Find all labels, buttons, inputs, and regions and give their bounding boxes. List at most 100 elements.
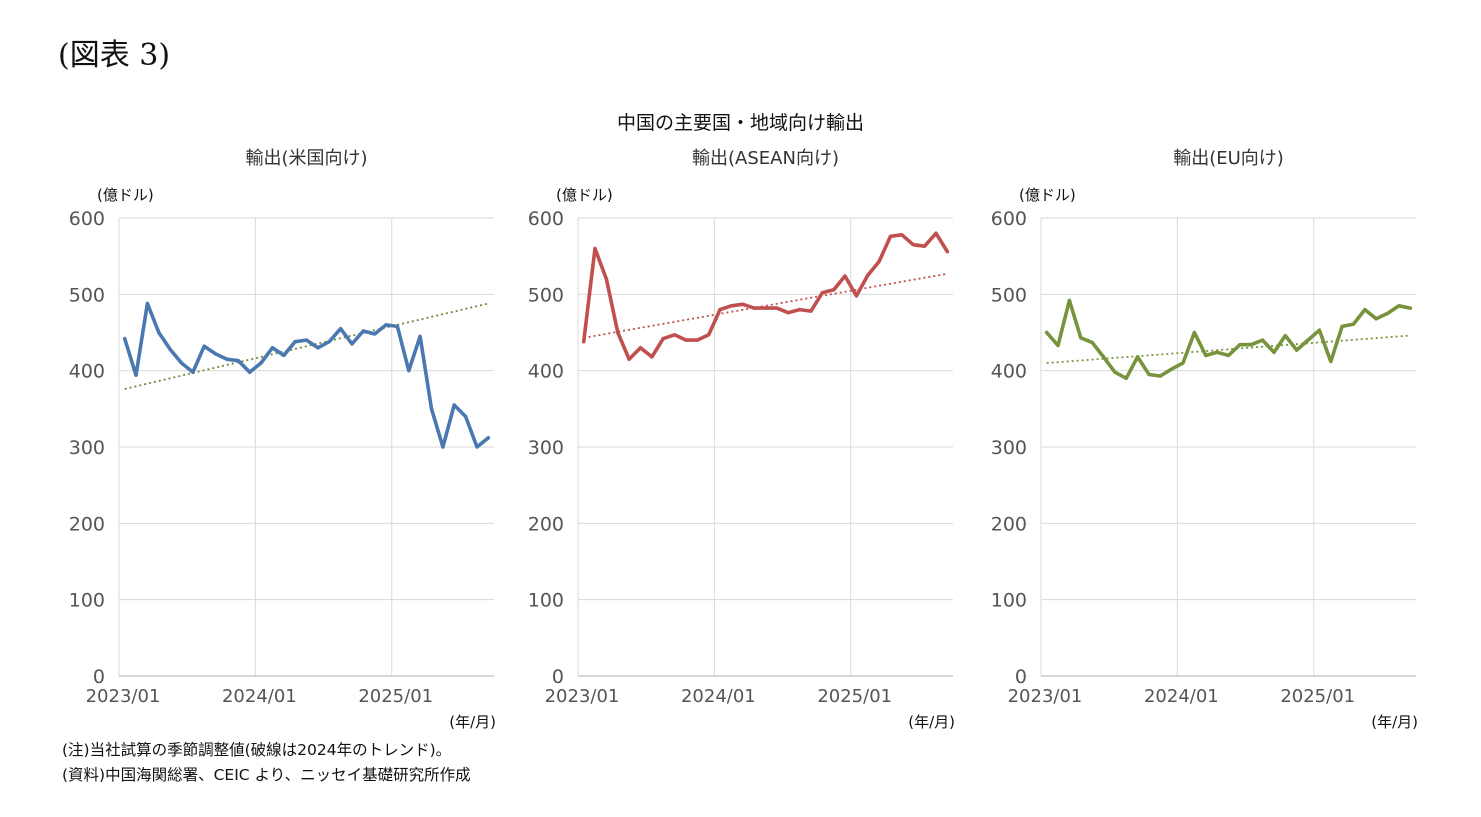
chart1-data-point <box>236 359 240 363</box>
chart3-data-point <box>1329 359 1333 364</box>
chart1-x-axis-label: (年/月) <box>449 713 496 731</box>
chart3-data-point <box>1181 361 1185 365</box>
chart1-y-tick-label: 100 <box>69 590 105 612</box>
chart2-y-tick-label: 600 <box>528 208 564 230</box>
chart2-data-point <box>593 246 597 251</box>
chart2-data-point <box>582 340 586 344</box>
chart3-x-tick-label: 2023/01 <box>1008 686 1083 707</box>
chart1-data-point <box>475 445 479 449</box>
chart1-data-point <box>407 369 411 373</box>
figure-label: (図表 3) <box>58 38 171 73</box>
chart2-series-line <box>581 231 950 362</box>
chart1-data-point <box>213 352 218 356</box>
chart2-data-point <box>638 346 643 350</box>
chart3-data-point <box>1397 304 1401 308</box>
chart2-data-point <box>900 233 904 237</box>
chart3-y-tick-label: 300 <box>991 437 1027 459</box>
chart3-data-point <box>1170 367 1174 371</box>
chart3-data-point <box>1306 338 1310 342</box>
chart1-x-tick-label: 2023/01 <box>86 686 161 707</box>
chart1-trend-line <box>124 302 489 390</box>
chart1-data-point <box>191 370 195 374</box>
chart3-y-tick-label: 600 <box>991 208 1027 230</box>
chart2-data-point <box>877 259 881 264</box>
chart3-data-point <box>1090 340 1094 345</box>
chart3-title: 輸出(EU向け) <box>1173 148 1284 169</box>
chart1-data-point <box>316 346 320 350</box>
chart2-data-point <box>809 309 813 313</box>
chart1-data-point <box>429 407 434 411</box>
chart1-data-point <box>304 338 309 342</box>
chart1-y-tick-label: 200 <box>69 513 105 535</box>
chart3-x-tick-label: 2025/01 <box>1280 686 1355 707</box>
chart1-data-point <box>145 301 150 306</box>
chart1-data-point <box>486 436 490 440</box>
notes: (注)当社試算の季節調整値(破線は2024年のトレンド)。 (資料)中国海関総署… <box>62 738 471 788</box>
chart2-data-point <box>763 306 768 310</box>
chart2-x-tick-label: 2024/01 <box>681 686 756 707</box>
chart1-x-tick-label: 2025/01 <box>358 686 433 707</box>
chart2-data-point <box>707 333 711 337</box>
chart3-series-line <box>1044 298 1413 381</box>
chart2-data-point <box>775 306 779 310</box>
chart2-data-point <box>752 306 756 310</box>
chart3-data-point <box>1363 308 1367 312</box>
chart2-data-point <box>729 304 734 308</box>
chart1-data-point <box>123 337 127 341</box>
chart2-data-point <box>786 311 790 315</box>
main-title: 中国の主要国・地域向け輸出 <box>616 112 864 134</box>
chart3-y-tick-label: 0 <box>1015 666 1027 688</box>
chart2-data-point <box>922 244 927 248</box>
chart3-data-point <box>1135 355 1140 359</box>
chart1-title: 輸出(米国向け) <box>245 148 367 169</box>
chart3-data-point <box>1238 343 1242 347</box>
chart3-data-point <box>1408 306 1412 310</box>
chart2-y-tick-label: 200 <box>528 513 564 535</box>
chart2-data-point <box>672 333 677 337</box>
chart1-data-point <box>384 323 388 327</box>
chart3-data-point <box>1272 350 1276 354</box>
chart2-y-tick-label: 100 <box>528 590 564 612</box>
chart1-data-point <box>259 361 263 365</box>
chart2-data-point <box>911 243 915 247</box>
chart3-data-point <box>1260 338 1265 342</box>
chart3-data-point <box>1067 298 1072 303</box>
chart2-data-point <box>843 274 847 278</box>
chart1-data-point <box>270 346 275 350</box>
chart1-data-point <box>395 324 400 328</box>
chart3-x-axis-label: (年/月) <box>1371 713 1418 731</box>
chart1-y-tick-label: 600 <box>69 208 105 230</box>
chart3-data-point <box>1385 311 1390 316</box>
chart3-y-tick-label: 200 <box>991 513 1027 535</box>
chart2-data-point <box>627 357 631 361</box>
chart3-data-point <box>1249 343 1253 347</box>
chart2-data-point <box>616 330 620 335</box>
chart1-data-point <box>282 353 286 357</box>
chart2-data-point <box>604 277 609 281</box>
chart1-data-point <box>350 342 354 346</box>
chart2-data-point <box>945 249 949 254</box>
chart3-data-point <box>1295 348 1299 352</box>
chart1-data-point <box>179 361 184 365</box>
chart1-data-point <box>168 347 172 351</box>
chart3-data-point <box>1079 336 1083 340</box>
chart2-data-point <box>718 308 722 312</box>
chart1-data-point <box>373 332 377 336</box>
chart2-data-point <box>741 302 745 306</box>
chart3-trend-line <box>1046 334 1411 364</box>
chart3-data-point <box>1147 372 1151 377</box>
chart2-y-tick-label: 0 <box>552 666 564 688</box>
chart2-data-point <box>832 288 836 292</box>
chart3-data-point <box>1192 330 1197 335</box>
chart2-x-axis-label: (年/月) <box>908 713 955 731</box>
chart3-y-tick-label: 100 <box>991 590 1027 612</box>
chart1-y-tick-label: 400 <box>69 361 105 383</box>
chart3-data-point <box>1317 328 1322 332</box>
chart3-data-point <box>1124 376 1128 380</box>
chart1-data-point <box>202 344 206 348</box>
chart1-data-point <box>157 330 161 335</box>
chart2-x-tick-label: 2023/01 <box>545 686 620 707</box>
chart3-data-point <box>1045 330 1049 335</box>
chart3-data-point <box>1351 322 1356 326</box>
